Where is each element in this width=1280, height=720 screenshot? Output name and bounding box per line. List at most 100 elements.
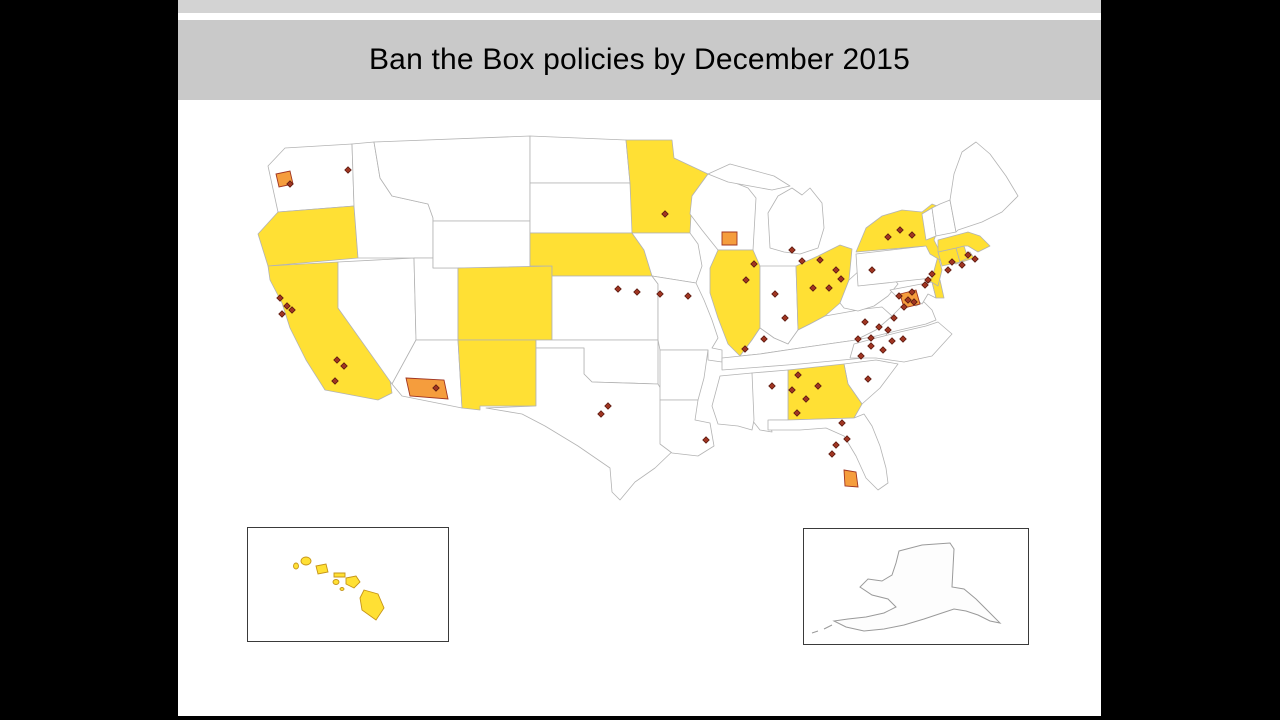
city-dot: [331, 377, 339, 385]
state-va: [855, 299, 937, 341]
city-dot: [924, 276, 932, 284]
state-mi: [707, 163, 825, 255]
city-dot: [904, 296, 912, 304]
state-nm: [457, 339, 537, 411]
city-dot: [278, 310, 286, 318]
city-dot: [879, 346, 887, 354]
island-hawaii-big: [359, 589, 385, 621]
city-dot: [661, 210, 669, 218]
city-dot: [816, 256, 824, 264]
city-dot: [825, 284, 833, 292]
city-dot: [768, 382, 776, 390]
city-dot: [771, 290, 779, 298]
alaska-inset: [803, 528, 1029, 645]
city-dot: [283, 302, 291, 310]
state-co: [457, 265, 553, 341]
city-dot: [896, 226, 904, 234]
slide-panel: Ban the Box policies by December 2015: [178, 0, 1101, 716]
city-dot: [910, 298, 918, 306]
city-dot: [868, 266, 876, 274]
city-dot: [838, 419, 846, 427]
aleutian-islands: [811, 624, 833, 634]
alaska-svg: [811, 542, 1002, 634]
state-me: [949, 141, 1019, 233]
city-dot: [604, 402, 612, 410]
state-ms: [711, 372, 755, 431]
city-dot: [964, 251, 972, 259]
city-dot: [333, 356, 341, 364]
state-sd: [529, 182, 635, 234]
city-dot: [597, 410, 605, 418]
us-map: [240, 118, 1050, 518]
city-dot: [832, 441, 840, 449]
city-dot: [288, 306, 296, 314]
city-dot: [760, 335, 768, 343]
city-dot: [971, 255, 979, 263]
city-dot: [286, 180, 294, 188]
city-dots: [276, 166, 979, 458]
state-ma: [937, 231, 991, 253]
city-dot: [794, 371, 802, 379]
alaska-outline: [832, 542, 1002, 632]
city-dot: [656, 290, 664, 298]
fl-local-area: [843, 469, 859, 488]
city-dot: [828, 450, 836, 458]
state-tx: [485, 347, 679, 501]
city-dot: [832, 266, 840, 274]
wi-local-area: [721, 231, 738, 246]
city-dot: [857, 352, 865, 360]
state-ny: [855, 203, 975, 265]
city-dot: [908, 231, 916, 239]
hawaii-svg: [293, 556, 385, 621]
city-dot: [814, 382, 822, 390]
top-strip: [178, 0, 1101, 14]
island-kauai: [300, 556, 312, 566]
state-nd: [529, 135, 631, 184]
city-dot: [614, 285, 622, 293]
city-dot: [344, 166, 352, 174]
state-ut: [413, 257, 459, 341]
states-layer: [257, 135, 1019, 501]
city-dot: [788, 246, 796, 254]
state-la: [659, 399, 715, 457]
city-dot: [908, 288, 916, 296]
city-dot: [884, 326, 892, 334]
city-dot: [900, 303, 908, 311]
city-dot: [793, 409, 801, 417]
city-dot: [875, 323, 883, 331]
island-lanai: [332, 579, 340, 585]
city-dot: [867, 334, 875, 342]
island-kahoolawe: [339, 587, 345, 591]
city-dot: [890, 314, 898, 322]
city-dot: [802, 395, 810, 403]
city-dot: [944, 266, 952, 274]
city-dot: [888, 337, 896, 345]
az-local-area: [405, 377, 449, 400]
island-maui: [345, 575, 361, 589]
hawaii-inset: [247, 527, 449, 642]
city-dot: [861, 318, 869, 326]
city-dot: [948, 258, 956, 266]
city-dot: [788, 386, 796, 394]
city-dot: [432, 384, 440, 392]
state-or: [257, 205, 359, 267]
city-dot: [702, 436, 710, 444]
state-fl: [767, 413, 889, 491]
city-dot: [781, 314, 789, 322]
city-dot: [809, 284, 817, 292]
local-areas-layer: [275, 170, 921, 488]
state-ks: [551, 275, 659, 341]
city-dot: [884, 233, 892, 241]
state-nc: [849, 321, 953, 363]
slide-title: Ban the Box policies by December 2015: [368, 43, 911, 76]
city-dot: [928, 270, 936, 278]
city-dot: [837, 275, 845, 283]
city-dot: [899, 335, 907, 343]
island-molokai: [333, 572, 346, 578]
island-oahu: [315, 563, 329, 575]
island-niihau: [293, 562, 299, 570]
city-dot: [741, 345, 749, 353]
city-dot: [921, 281, 929, 289]
city-dot: [958, 261, 966, 269]
